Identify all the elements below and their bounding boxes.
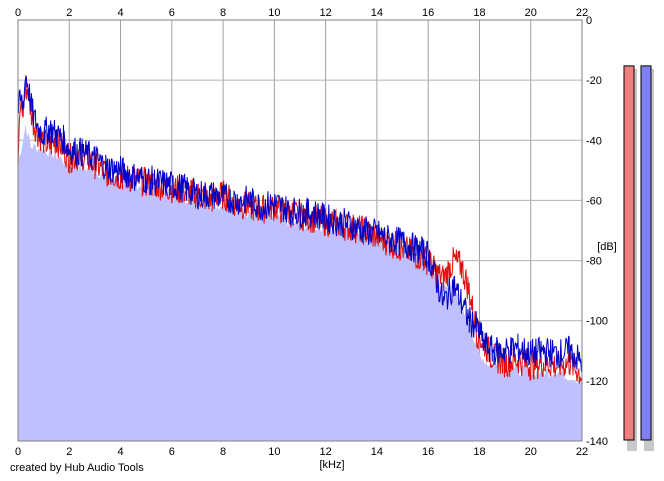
- x-tick-label-top: 8: [220, 7, 226, 19]
- x-tick-label-top: 2: [66, 7, 72, 19]
- credit-text: created by Hub Audio Tools: [10, 462, 144, 474]
- x-tick-label-top: 12: [320, 7, 332, 19]
- spectrum-fill-area: [18, 125, 582, 441]
- x-tick-label-top: 10: [268, 7, 280, 19]
- y-tick-label: -80: [586, 256, 602, 268]
- level-meters: [623, 65, 654, 451]
- x-tick-label-bottom: 18: [473, 446, 485, 458]
- y-tick-label: -20: [586, 75, 602, 87]
- level-meter-bar: [640, 65, 652, 441]
- x-tick-label-bottom: 4: [117, 446, 123, 458]
- x-tick-label-bottom: 2: [66, 446, 72, 458]
- y-tick-label: 0: [586, 15, 592, 27]
- y-tick-label: -40: [586, 135, 602, 147]
- x-tick-label-bottom: 20: [525, 446, 537, 458]
- x-tick-label-top: 20: [525, 7, 537, 19]
- y-axis-label: [dB]: [597, 241, 617, 253]
- x-tick-label-top: 4: [117, 7, 123, 19]
- x-tick-label-top: 22: [576, 7, 588, 19]
- y-tick-label: -140: [586, 436, 608, 448]
- x-tick-label-bottom: 0: [15, 446, 21, 458]
- x-tick-label-bottom: 16: [422, 446, 434, 458]
- channel-2-line: [17, 76, 583, 372]
- x-tick-label-top: 18: [473, 7, 485, 19]
- y-tick-label: -120: [586, 376, 608, 388]
- x-tick-label-top: 14: [371, 7, 383, 19]
- x-tick-label-top: 6: [169, 7, 175, 19]
- y-tick-label: -100: [586, 316, 608, 328]
- y-tick-labels: 0 -20 -40 -60 -80 -100 -120 -140: [586, 15, 608, 448]
- x-tick-label-bottom: 6: [169, 446, 175, 458]
- x-axis-label: [kHz]: [319, 459, 344, 471]
- x-tick-label-bottom: 12: [320, 446, 332, 458]
- level-meter-bar: [623, 65, 635, 441]
- x-tick-label-top: 0: [15, 7, 21, 19]
- plot-frame: [17, 19, 583, 442]
- x-tick-label-top: 16: [422, 7, 434, 19]
- x-tick-label-bottom: 14: [371, 446, 383, 458]
- y-tick-label: -60: [586, 195, 602, 207]
- x-tick-label-bottom: 8: [220, 446, 226, 458]
- x-tick-label-bottom: 10: [268, 446, 280, 458]
- x-tick-label-bottom: 22: [576, 446, 588, 458]
